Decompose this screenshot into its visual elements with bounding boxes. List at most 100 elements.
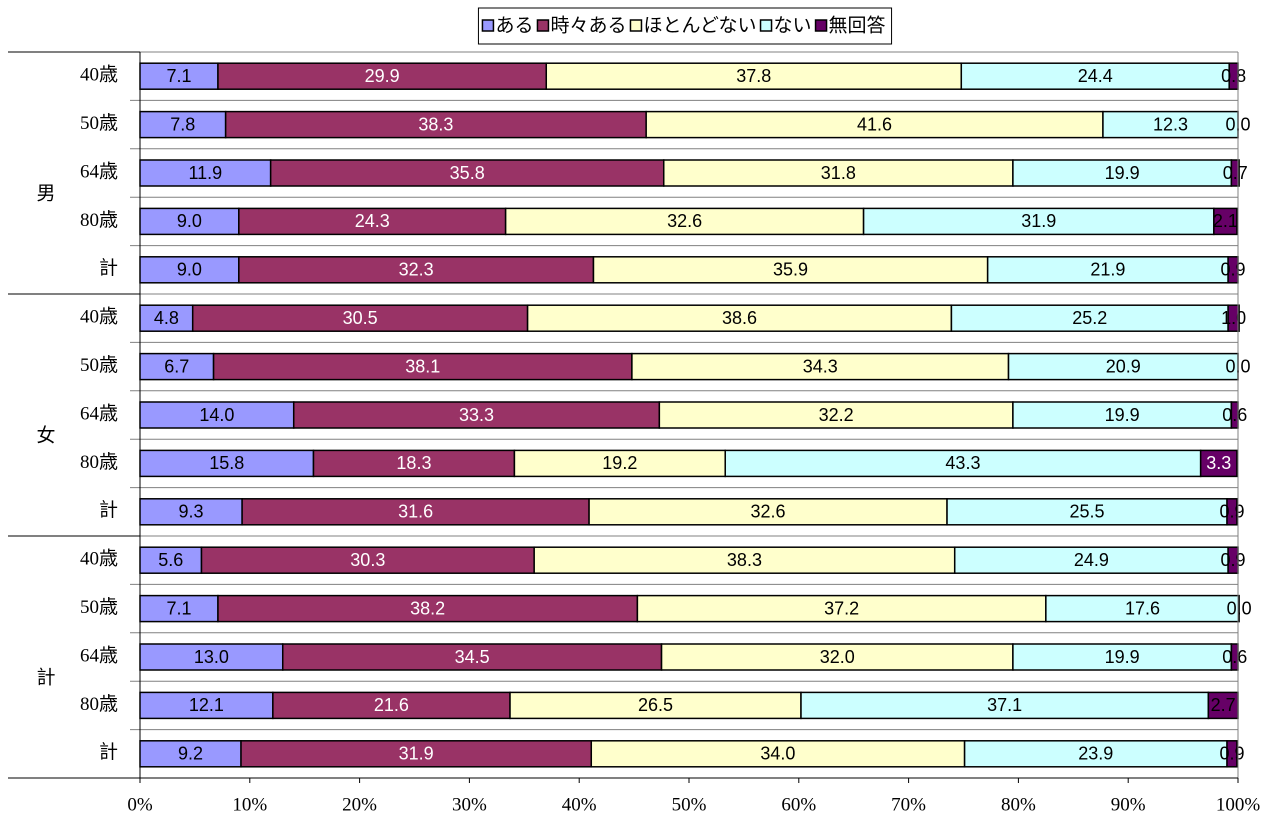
data-label: 38.2 <box>410 598 445 618</box>
data-label: 32.2 <box>819 405 854 425</box>
y-tick-label: 計 <box>99 499 118 521</box>
data-label: 21.6 <box>374 695 409 715</box>
data-label: 0.9 <box>1219 744 1244 764</box>
bar-segment <box>660 643 1014 671</box>
group-label: 女 <box>36 424 55 446</box>
bar-segment <box>312 449 516 478</box>
data-label: 15.8 <box>209 453 244 473</box>
data-label: 26.5 <box>638 695 673 715</box>
bar-segment <box>238 256 595 284</box>
group-label: 計 <box>36 666 55 688</box>
data-label: 38.1 <box>405 356 440 376</box>
bar-segment <box>636 594 1047 623</box>
data-label: 1.0 <box>1221 308 1246 328</box>
data-label: 24.4 <box>1078 66 1113 86</box>
data-label: 7.8 <box>170 114 195 134</box>
bar-segment <box>645 110 1104 139</box>
data-label: 11.9 <box>188 163 222 183</box>
data-label: 31.9 <box>399 744 434 764</box>
data-label: 14.0 <box>199 405 234 425</box>
data-label: 0.8 <box>1221 66 1246 86</box>
y-tick-label: 64歳 <box>80 402 118 424</box>
data-label: 18.3 <box>396 453 431 473</box>
data-label: 32.6 <box>751 502 786 522</box>
data-label: 32.0 <box>820 647 855 667</box>
y-tick-label: 64歳 <box>80 644 118 666</box>
legend-label: ない <box>774 15 812 36</box>
data-label: 7.1 <box>166 66 191 86</box>
data-label: 4.8 <box>154 308 179 328</box>
bar-segment <box>241 498 590 526</box>
bar-segment <box>986 256 1229 284</box>
bar-segment <box>139 740 242 768</box>
data-label: 0.9 <box>1219 502 1244 522</box>
group-label: 男 <box>36 183 55 204</box>
bar-segment <box>139 546 203 574</box>
data-label: 37.8 <box>736 66 771 86</box>
data-label: 25.5 <box>1070 502 1105 522</box>
data-label: 35.8 <box>450 163 485 183</box>
data-label: 34.3 <box>803 356 838 376</box>
x-tick-label: 0% <box>127 794 153 815</box>
data-label: 21.9 <box>1090 260 1125 280</box>
data-label: 23.9 <box>1078 744 1113 764</box>
data-label: 9.3 <box>179 502 204 522</box>
bar-segment <box>1213 207 1238 236</box>
data-label: 30.5 <box>343 308 378 328</box>
bar-segment <box>139 498 243 526</box>
bar-segment <box>1199 449 1238 478</box>
legend-label: ほとんどない <box>643 14 756 36</box>
x-tick-label: 50% <box>672 794 707 815</box>
data-label: 19.9 <box>1105 405 1140 425</box>
data-label: 37.2 <box>824 598 859 618</box>
x-tick-label: 20% <box>342 794 377 815</box>
legend-label: 無回答 <box>829 14 886 36</box>
data-label: 2.1 <box>1213 211 1238 231</box>
bar-segment <box>1230 159 1240 187</box>
bar-segment <box>269 159 665 187</box>
data-label: 17.6 <box>1125 598 1160 618</box>
data-label: 0.9 <box>1221 260 1246 280</box>
data-label: 37.1 <box>987 695 1022 715</box>
bar-segment <box>526 304 953 332</box>
x-tick-label: 70% <box>891 794 926 815</box>
data-label: 29.9 <box>365 66 400 86</box>
x-tick-label: 60% <box>781 794 816 815</box>
data-label: 20.9 <box>1106 356 1141 376</box>
bar-segment <box>139 594 219 623</box>
data-label: 12.3 <box>1153 114 1188 134</box>
x-tick-label: 90% <box>1111 794 1146 815</box>
bar-segment <box>1045 594 1240 623</box>
data-label: 38.3 <box>727 550 762 570</box>
bar-segment <box>191 304 529 332</box>
data-label: 0.7 <box>1223 163 1248 183</box>
data-label: 35.9 <box>773 260 808 280</box>
data-label: 32.6 <box>667 211 702 231</box>
bar-segment <box>238 207 507 236</box>
bar-segment <box>1226 498 1238 526</box>
data-label: 3.3 <box>1206 453 1231 473</box>
data-label: 5.6 <box>158 550 183 570</box>
data-label: 0.9 <box>1221 550 1246 570</box>
data-label: 19.2 <box>602 453 637 473</box>
bar-segment <box>953 546 1229 574</box>
data-label: 32.3 <box>399 260 434 280</box>
y-tick-label: 計 <box>99 257 118 279</box>
data-label: 24.3 <box>355 211 390 231</box>
x-tick-label: 100% <box>1216 794 1261 815</box>
data-label: 24.9 <box>1074 550 1109 570</box>
legend-label: ある <box>495 15 533 36</box>
legend-swatch <box>481 19 495 32</box>
data-label: 12.1 <box>189 695 224 715</box>
data-label: 9.0 <box>177 211 202 231</box>
bar-segment <box>588 498 948 526</box>
y-tick-label: 計 <box>99 741 118 763</box>
bar-segment <box>504 207 865 236</box>
data-label: 30.3 <box>350 550 385 570</box>
legend-swatch <box>629 19 643 32</box>
legend-swatch <box>814 19 828 32</box>
data-label: 19.9 <box>1105 647 1140 667</box>
y-tick-label: 40歳 <box>80 64 118 86</box>
bar-segment <box>800 691 1210 720</box>
x-tick-label: 30% <box>452 794 487 815</box>
